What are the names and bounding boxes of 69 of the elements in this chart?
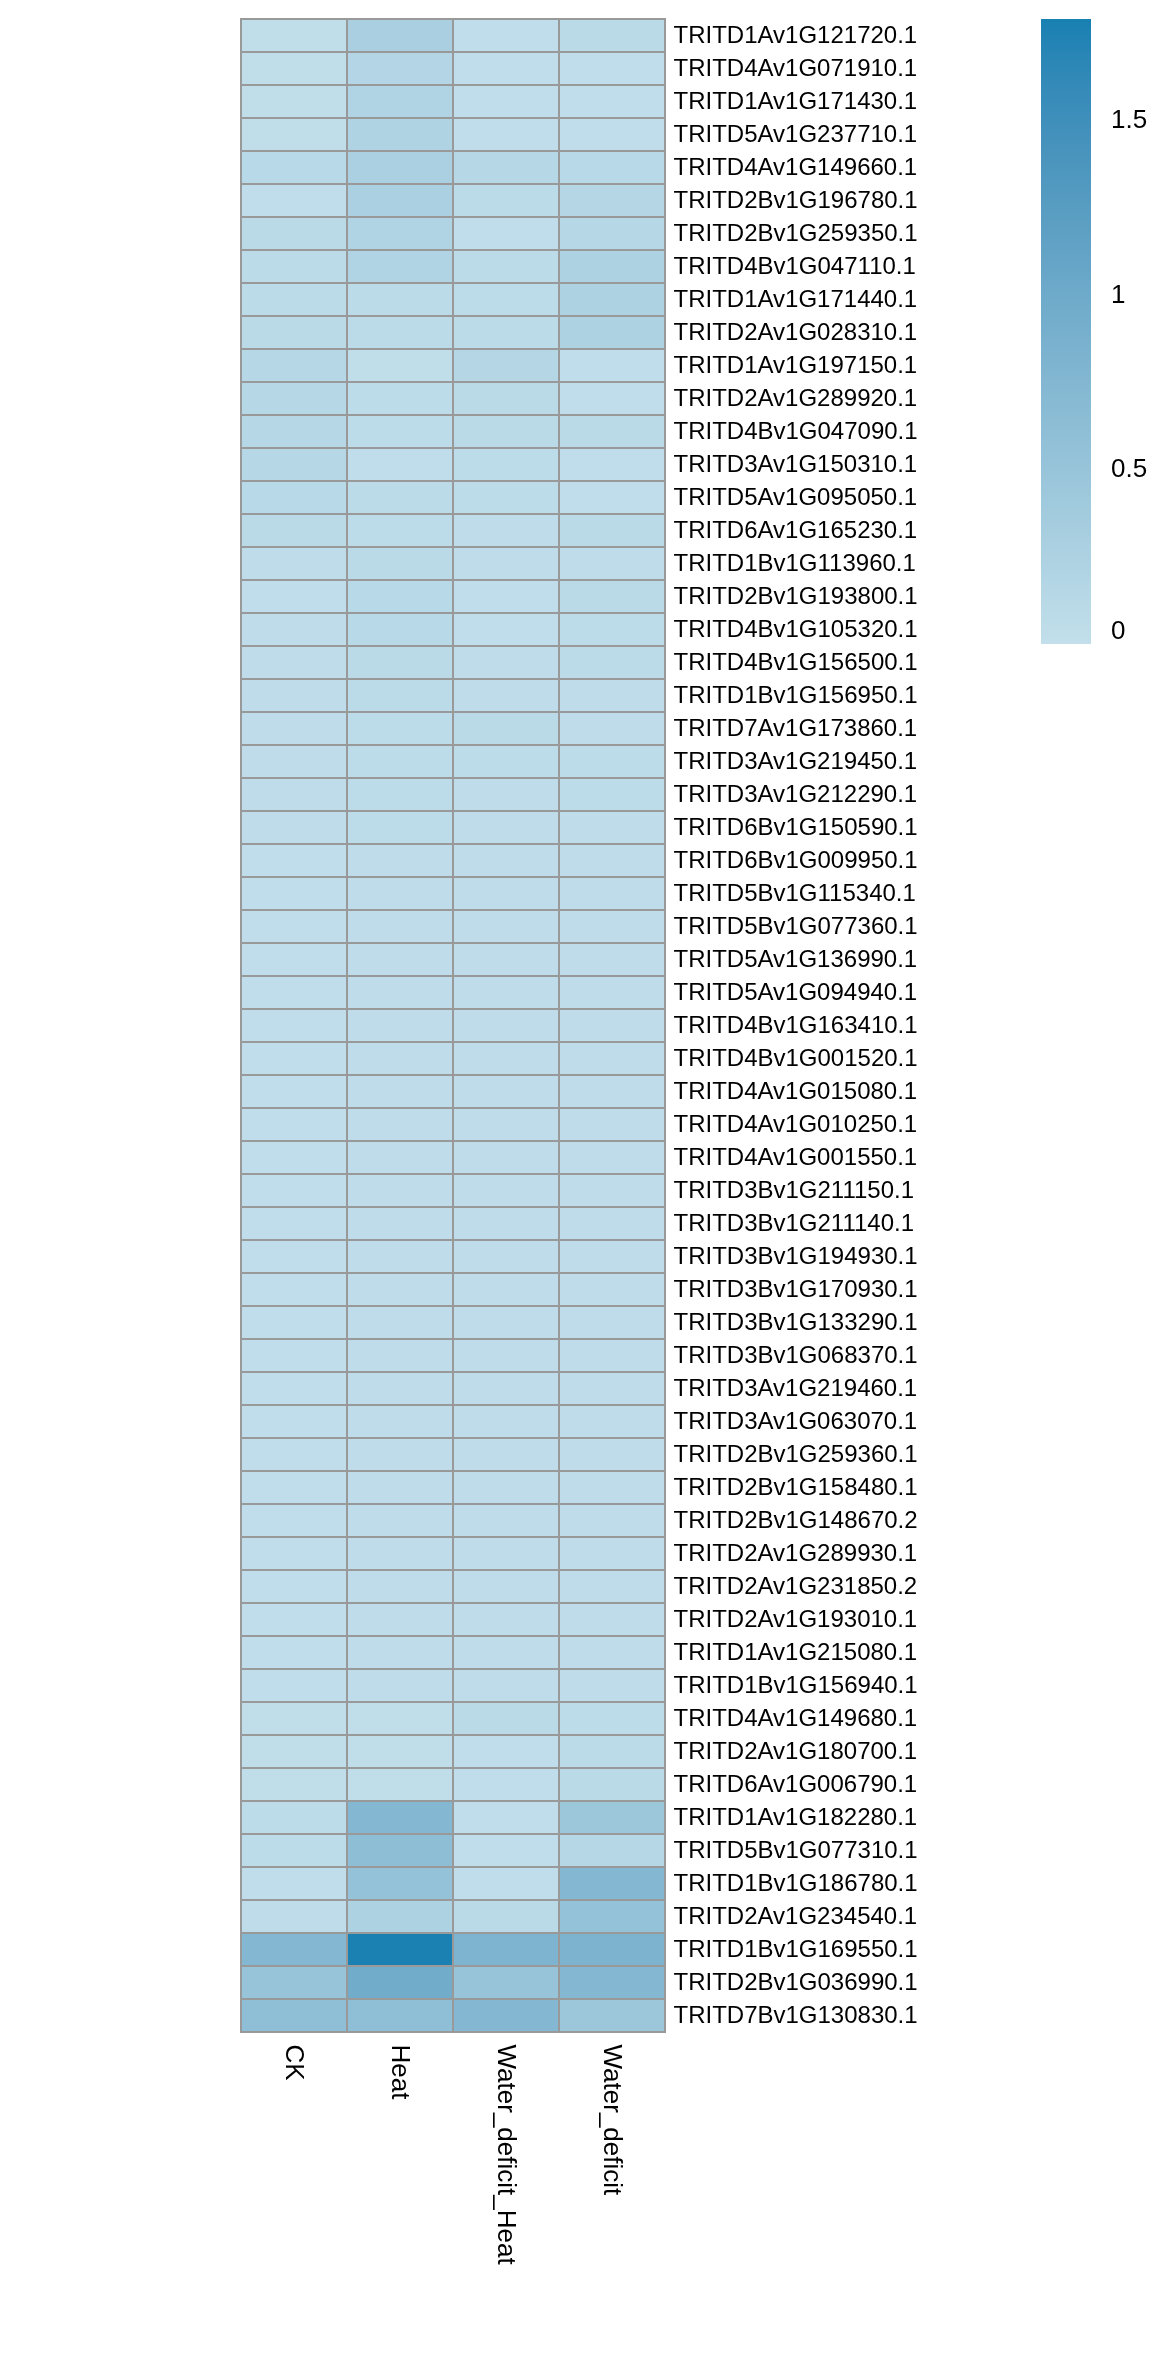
y-tick-label: TRITD1Bv1G156950.1 [673, 680, 918, 708]
y-tick-label: TRITD6Av1G165230.1 [673, 515, 918, 543]
y-tick-label: TRITD5Av1G094940.1 [673, 977, 918, 1005]
y-tick-label: TRITD4Bv1G163410.1 [673, 1010, 918, 1038]
y-tick-label: TRITD3Av1G219450.1 [673, 746, 918, 774]
y-tick-label: TRITD2Bv1G148670.2 [673, 1505, 918, 1533]
y-tick-label: TRITD1Bv1G186780.1 [673, 1868, 918, 1896]
y-tick-label: TRITD1Av1G171430.1 [673, 86, 918, 114]
y-tick-label: TRITD3Bv1G211150.1 [673, 1175, 915, 1203]
y-tick-label: TRITD4Av1G149660.1 [673, 152, 918, 180]
y-tick-label: TRITD6Bv1G150590.1 [673, 812, 918, 840]
y-tick-label: TRITD3Av1G063070.1 [673, 1406, 918, 1434]
y-tick-label: TRITD4Av1G001550.1 [673, 1142, 918, 1170]
y-tick-label: TRITD1Av1G182280.1 [673, 1802, 918, 1830]
y-tick-label: TRITD4Av1G071910.1 [673, 53, 918, 81]
y-tick-label: TRITD2Bv1G259350.1 [673, 218, 918, 246]
y-tick-label: TRITD2Bv1G036990.1 [673, 1967, 918, 1995]
y-tick-label: TRITD5Bv1G077310.1 [673, 1835, 918, 1863]
y-tick-label: TRITD3Av1G212290.1 [673, 779, 918, 807]
x-tick-label: Water_deficit [598, 2044, 628, 2197]
y-tick-label: TRITD1Av1G121720.1 [673, 20, 918, 48]
x-tick-label: Heat [386, 2044, 416, 2101]
y-tick-label: TRITD2Av1G231850.2 [673, 1571, 918, 1599]
y-tick-label: TRITD2Bv1G196780.1 [673, 185, 918, 213]
y-tick-label: TRITD2Av1G180700.1 [673, 1736, 918, 1764]
color-bar-label: 0.5 [1111, 453, 1148, 484]
y-tick-label: TRITD1Bv1G156940.1 [673, 1670, 918, 1698]
color-bar-label: 1 [1111, 278, 1126, 309]
y-tick-label: TRITD5Av1G095050.1 [673, 482, 918, 510]
y-tick-label: TRITD2Bv1G193800.1 [673, 581, 918, 609]
y-tick-label: TRITD6Av1G006790.1 [673, 1769, 918, 1797]
y-tick-label: TRITD1Av1G215080.1 [673, 1637, 918, 1665]
y-tick-label: TRITD4Bv1G047110.1 [673, 251, 916, 279]
y-tick-label: TRITD1Av1G171440.1 [673, 284, 918, 312]
y-tick-label: TRITD7Bv1G130830.1 [673, 2000, 918, 2028]
y-tick-label: TRITD2Bv1G158480.1 [673, 1472, 918, 1500]
y-tick-label: TRITD5Bv1G115340.1 [673, 878, 916, 906]
y-tick-label: TRITD2Bv1G259360.1 [673, 1439, 918, 1467]
y-tick-label: TRITD3Bv1G194930.1 [673, 1241, 918, 1269]
y-tick-label: TRITD3Bv1G211140.1 [673, 1208, 915, 1236]
y-tick-label: TRITD1Bv1G169550.1 [673, 1934, 918, 1962]
y-tick-label: TRITD3Av1G219460.1 [673, 1373, 918, 1401]
y-tick-label: TRITD2Av1G289920.1 [673, 383, 918, 411]
x-tick-label: Water_deficit_Heat [492, 2044, 522, 2266]
y-tick-label: TRITD4Av1G015080.1 [673, 1076, 918, 1104]
y-tick-label: TRITD3Bv1G068370.1 [673, 1340, 918, 1368]
color-bar-label: 1.5 [1111, 104, 1148, 135]
x-tick-label: CK [280, 2044, 310, 2082]
y-tick-label: TRITD3Av1G150310.1 [673, 449, 918, 477]
y-tick-label: TRITD1Bv1G113960.1 [673, 548, 916, 576]
y-tick-label: TRITD4Bv1G047090.1 [673, 416, 918, 444]
y-tick-label: TRITD4Av1G149680.1 [673, 1703, 918, 1731]
y-tick-label: TRITD2Av1G193010.1 [673, 1604, 918, 1632]
y-tick-label: TRITD4Bv1G001520.1 [673, 1043, 918, 1071]
y-tick-label: TRITD3Bv1G133290.1 [673, 1307, 918, 1335]
y-tick-label: TRITD5Bv1G077360.1 [673, 911, 918, 939]
y-tick-label: TRITD3Bv1G170930.1 [673, 1274, 918, 1302]
y-tick-label: TRITD1Av1G197150.1 [673, 350, 918, 378]
y-tick-label: TRITD6Bv1G009950.1 [673, 845, 918, 873]
color-bar-label: 0 [1111, 615, 1126, 645]
y-tick-label: TRITD7Av1G173860.1 [673, 713, 918, 741]
y-tick-label: TRITD4Bv1G156500.1 [673, 647, 918, 675]
y-tick-label: TRITD5Av1G136990.1 [673, 944, 918, 972]
y-tick-label: TRITD2Av1G028310.1 [673, 317, 918, 345]
y-tick-label: TRITD4Bv1G105320.1 [673, 614, 918, 642]
y-tick-label: TRITD4Av1G010250.1 [673, 1109, 918, 1137]
y-tick-label: TRITD2Av1G289930.1 [673, 1538, 918, 1566]
y-tick-label: TRITD2Av1G234540.1 [673, 1901, 918, 1929]
y-tick-label: TRITD5Av1G237710.1 [673, 119, 918, 147]
